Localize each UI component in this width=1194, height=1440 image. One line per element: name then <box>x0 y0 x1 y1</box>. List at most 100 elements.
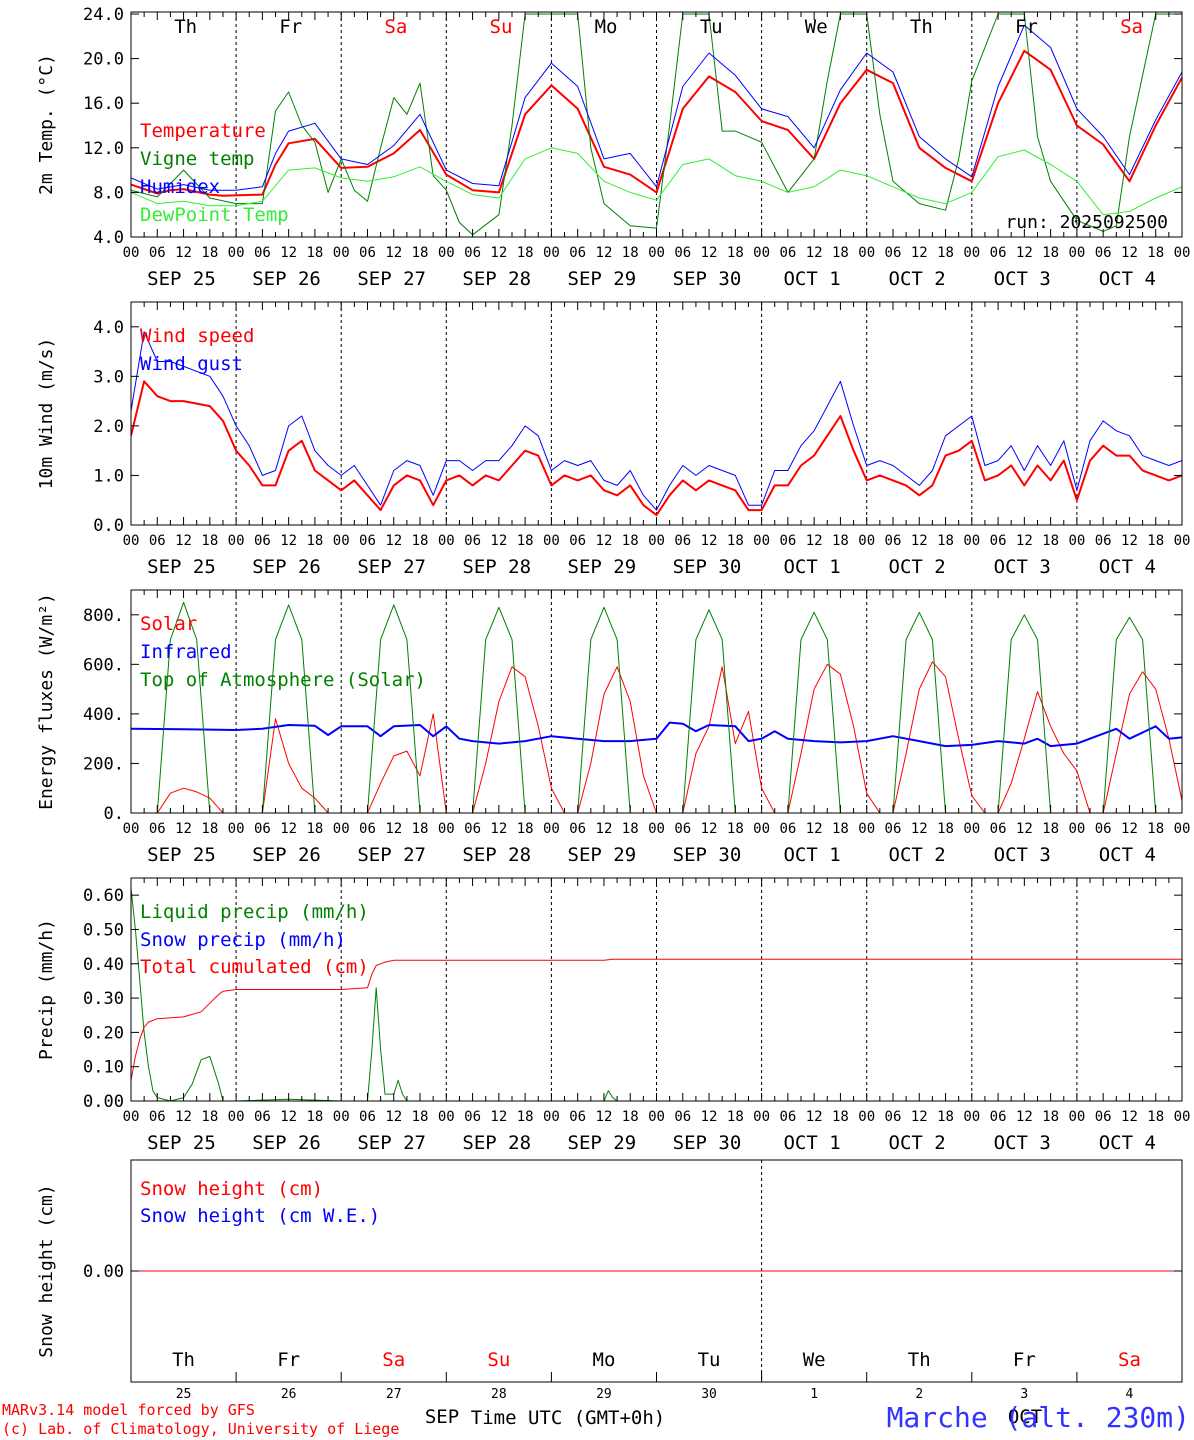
hour-label: 12 <box>701 1109 718 1125</box>
hour-label: 06 <box>254 533 271 549</box>
hour-label: 06 <box>359 533 376 549</box>
hour-label: 00 <box>1174 245 1191 261</box>
y-axis-label: 10m Wind (m/s) <box>36 338 57 490</box>
panel-frame <box>131 302 1182 525</box>
hour-label: 18 <box>832 245 849 261</box>
hour-label: 06 <box>1095 821 1112 837</box>
date-label: SEP 27 <box>357 556 426 578</box>
hour-label: 12 <box>280 821 297 837</box>
legend-entry: Solar <box>140 613 197 635</box>
legend-entry: Total cumulated (cm) <box>140 956 369 978</box>
hour-label: 18 <box>517 821 534 837</box>
date-label: SEP 25 <box>147 268 216 290</box>
hour-label: 12 <box>596 533 613 549</box>
hour-label: 12 <box>1016 533 1033 549</box>
weekday-label: Tu <box>700 16 723 38</box>
day-number: 30 <box>701 1387 717 1402</box>
panel-temperature: 4.0 8.0 12.0 16.0 20.0 24.0 2m Temp. (°C) Tempe… <box>36 5 1194 290</box>
day-number: 3 <box>1020 1387 1028 1402</box>
hour-label: 00 <box>543 1109 560 1125</box>
meteogram-figure: 4.08.012.016.020.024.02m Temp. (°C) Tempe… <box>0 0 1194 1440</box>
ytick-label: 200. <box>83 754 124 774</box>
date-label: SEP 28 <box>462 844 531 866</box>
series-group <box>131 602 1194 813</box>
hour-label: 18 <box>832 821 849 837</box>
hour-label: 00 <box>753 821 770 837</box>
hour-label: 00 <box>648 245 665 261</box>
date-label: OCT 3 <box>994 556 1051 578</box>
date-label: SEP 29 <box>568 556 637 578</box>
date-label: SEP 25 <box>147 1132 216 1154</box>
legend-entry: Liquid precip (mm/h) <box>140 901 369 923</box>
weekday-label: We <box>803 1349 826 1371</box>
hour-label: 18 <box>201 821 218 837</box>
ytick-label: 8.0 <box>93 183 124 203</box>
date-label: SEP 25 <box>147 556 216 578</box>
hour-label: 00 <box>963 533 980 549</box>
date-label: OCT 2 <box>889 556 946 578</box>
date-label: OCT 1 <box>783 1132 840 1154</box>
day-number: 29 <box>596 1387 612 1402</box>
ytick-label: 2.0 <box>93 417 124 437</box>
date-label: SEP 27 <box>357 268 426 290</box>
weekday-label: Mo <box>593 1349 616 1371</box>
hour-label: 18 <box>832 533 849 549</box>
hour-label: 06 <box>990 533 1007 549</box>
hour-label: 00 <box>438 821 455 837</box>
month-label: SEP <box>425 1406 459 1428</box>
hour-label: 12 <box>1016 245 1033 261</box>
hour-label: 12 <box>175 821 192 837</box>
hour-label: 00 <box>123 533 140 549</box>
weekday-label: Su <box>490 16 513 38</box>
date-label: SEP 26 <box>252 1132 321 1154</box>
weekday-label: Th <box>172 1349 195 1371</box>
date-label: OCT 1 <box>783 268 840 290</box>
day-number: 1 <box>810 1387 818 1402</box>
hour-label: 18 <box>1042 821 1059 837</box>
hour-label: 06 <box>779 533 796 549</box>
hour-label: 18 <box>1147 533 1164 549</box>
hour-label: 18 <box>517 245 534 261</box>
hour-label: 18 <box>306 1109 323 1125</box>
hour-label: 12 <box>490 245 507 261</box>
hour-label: 00 <box>963 821 980 837</box>
hour-label: 06 <box>674 1109 691 1125</box>
hour-label: 06 <box>990 245 1007 261</box>
hour-label: 06 <box>254 821 271 837</box>
panel-precip: 0.000.100.200.300.400.500.60Precip (mm/h… <box>36 878 1190 1154</box>
hour-label: 00 <box>753 1109 770 1125</box>
legend-entry: DewPoint Temp <box>140 204 289 226</box>
hour-label: 12 <box>490 1109 507 1125</box>
hour-label: 12 <box>806 533 823 549</box>
hour-label: 00 <box>123 1109 140 1125</box>
hour-label: 12 <box>490 533 507 549</box>
ytick-label: 4.0 <box>93 318 124 338</box>
hour-label: 06 <box>885 1109 902 1125</box>
hour-label: 06 <box>569 533 586 549</box>
hour-label: 18 <box>1042 533 1059 549</box>
ytick-label: 24.0 <box>83 5 124 25</box>
date-label: SEP 27 <box>357 844 426 866</box>
weekday-label: Sa <box>1120 16 1143 38</box>
hour-label: 12 <box>911 533 928 549</box>
hour-label: 00 <box>648 821 665 837</box>
hour-label: 00 <box>123 821 140 837</box>
hour-label: 00 <box>1068 1109 1085 1125</box>
date-label: SEP 25 <box>147 844 216 866</box>
date-label: OCT 3 <box>994 268 1051 290</box>
series-top-of-atmosphere-solar- <box>131 602 1194 813</box>
hour-label: 00 <box>438 533 455 549</box>
hour-label: 00 <box>858 245 875 261</box>
y-axis-label: Energy fluxes (W/m²) <box>36 593 57 810</box>
hour-label: 00 <box>228 821 245 837</box>
hour-label: 06 <box>990 1109 1007 1125</box>
series-wind-speed <box>131 366 1194 515</box>
hour-label: 00 <box>753 245 770 261</box>
hour-label: 06 <box>885 821 902 837</box>
date-label: OCT 4 <box>1099 1132 1156 1154</box>
hour-label: 06 <box>569 1109 586 1125</box>
hour-label: 12 <box>175 533 192 549</box>
hour-label: 00 <box>228 245 245 261</box>
hour-label: 06 <box>569 245 586 261</box>
y-axis-label: Snow height (cm) <box>36 1184 57 1357</box>
